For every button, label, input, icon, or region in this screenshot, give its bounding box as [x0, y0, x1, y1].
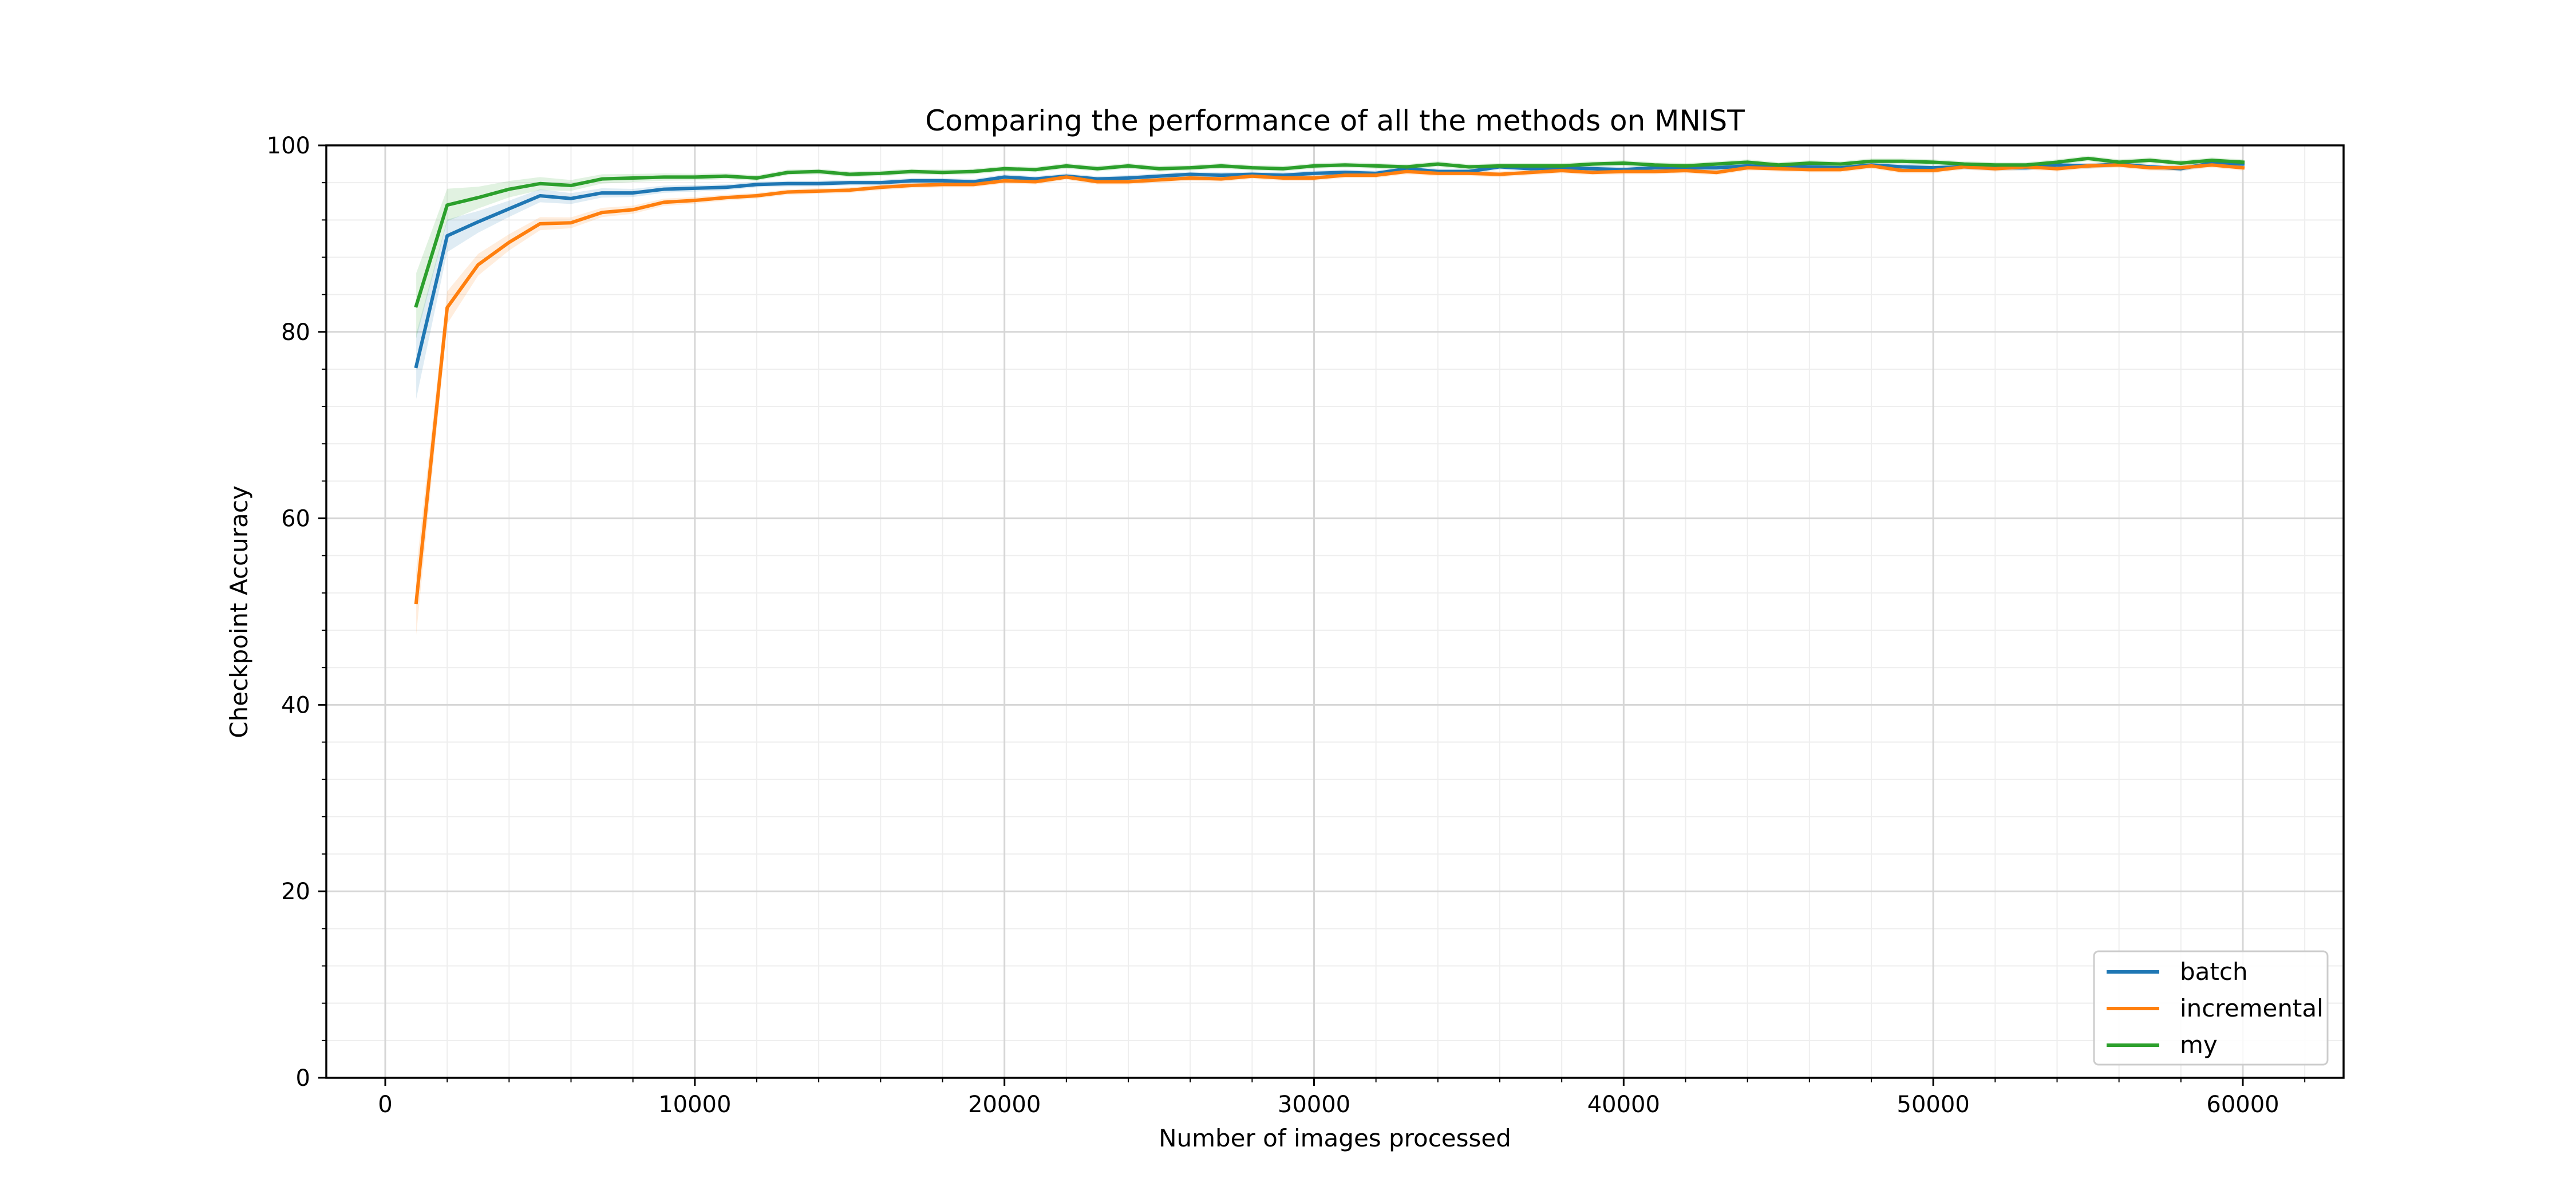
x-tick-label: 20000 — [968, 1092, 1041, 1118]
series-line-incremental — [414, 163, 2245, 604]
y-tick-label: 100 — [267, 133, 310, 159]
x-tick-label: 0 — [378, 1092, 392, 1118]
y-tick-label: 20 — [281, 879, 310, 905]
y-tick-label: 60 — [281, 506, 310, 532]
series-line-batch — [414, 161, 2245, 369]
x-tick-label: 10000 — [658, 1092, 731, 1118]
legend-label-batch: batch — [2180, 958, 2248, 986]
legend-label-my: my — [2180, 1031, 2218, 1059]
legend: batch incremental my — [2093, 950, 2329, 1066]
legend-box — [2093, 950, 2329, 1066]
x-tick-label: 40000 — [1587, 1092, 1660, 1118]
axis-ticks — [318, 144, 2306, 1086]
tick-labels: 0 10000 20000 30000 40000 50000 60000 0 20 40 60 80… — [267, 133, 2279, 1118]
chart-title: Comparing the performance of all the met… — [925, 104, 1745, 137]
confidence-bands — [416, 155, 2243, 635]
x-tick-label: 50000 — [1897, 1092, 1970, 1118]
plot-frame — [325, 144, 2345, 1079]
series-lines — [414, 156, 2245, 604]
legend-label-incremental: incremental — [2180, 994, 2324, 1022]
x-tick-label: 30000 — [1278, 1092, 1350, 1118]
y-tick-label: 80 — [281, 319, 310, 346]
x-axis-label: Number of images processed — [1159, 1124, 1511, 1152]
x-tick-label: 60000 — [2206, 1092, 2279, 1118]
band-incremental — [416, 162, 2243, 635]
y-axis-label: Checkpoint Accuracy — [225, 485, 253, 738]
y-tick-label: 0 — [296, 1065, 310, 1092]
y-tick-label: 40 — [281, 692, 310, 718]
series-line-my — [414, 156, 2245, 308]
